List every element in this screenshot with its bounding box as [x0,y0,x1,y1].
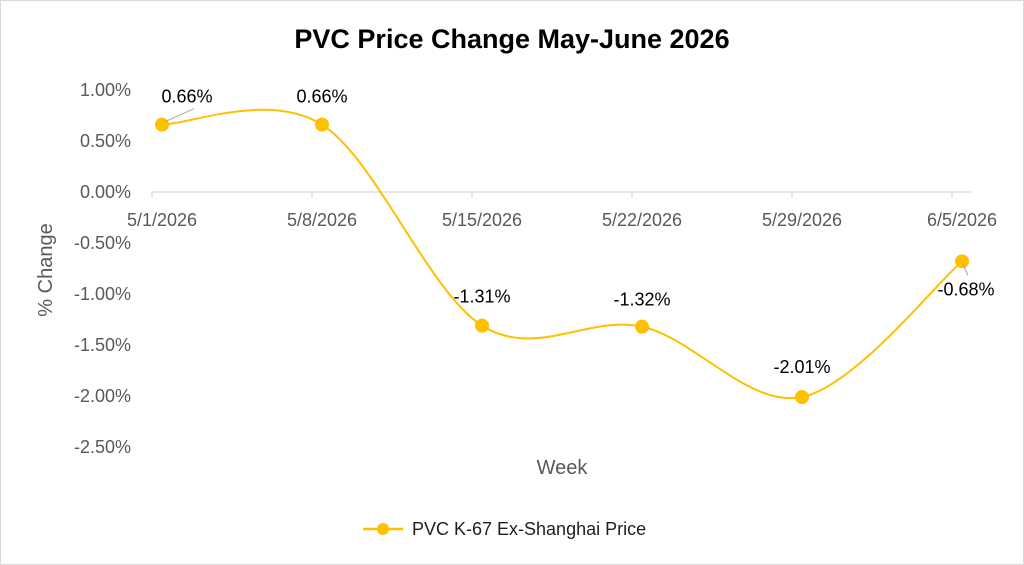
data-label: 0.66% [296,87,347,107]
label-leader-line [962,264,969,276]
y-axis-title: % Change [35,223,57,316]
x-tick-label: 6/5/2026 [927,210,997,230]
data-point-marker [955,254,969,269]
x-tick-label: 5/15/2026 [442,210,522,230]
data-label: -1.32% [613,290,670,310]
legend-entry-label: PVC K-67 Ex-Shanghai Price [412,519,646,539]
y-tick-label: -1.50% [74,335,131,355]
data-label: -2.01% [773,357,830,377]
series-group: 0.66% 0.66% -1.31% -1.32% -2.01% -0.68% [155,87,995,405]
y-tick-label: -2.00% [74,386,131,406]
data-point-marker [315,117,329,132]
y-tick-label: 1.00% [80,80,131,100]
data-point-marker [635,319,649,334]
legend: PVC K-67 Ex-Shanghai Price [363,519,646,539]
y-axis-ticks: 1.00% 0.50% 0.00% -0.50% -1.00% -1.50% -2.00% -… [74,80,131,457]
data-point-marker [795,390,809,405]
y-tick-label: -1.00% [74,284,131,304]
y-tick-label: -2.50% [74,437,131,457]
y-tick-label: 0.00% [80,182,131,202]
data-label: 0.66% [161,87,212,107]
y-tick-label: -0.50% [74,233,131,253]
label-leader-line [164,108,195,123]
data-label: -1.31% [453,287,510,307]
x-axis-title: Week [537,457,589,479]
series-line [161,108,963,400]
data-point-marker [475,318,489,333]
chart-title: PVC Price Change May-June 2026 [294,24,729,54]
y-tick-label: 0.50% [80,131,131,151]
data-point-marker [155,117,169,132]
x-tick-label: 5/1/2026 [127,210,197,230]
x-tick-label: 5/29/2026 [762,210,842,230]
legend-marker-icon [377,523,389,535]
x-tick-label: 5/22/2026 [602,210,682,230]
x-axis-ticks: 5/1/2026 5/8/2026 5/15/2026 5/22/2026 5/29/2… [127,192,997,230]
data-label: -0.68% [937,279,994,299]
x-tick-label: 5/8/2026 [287,210,357,230]
